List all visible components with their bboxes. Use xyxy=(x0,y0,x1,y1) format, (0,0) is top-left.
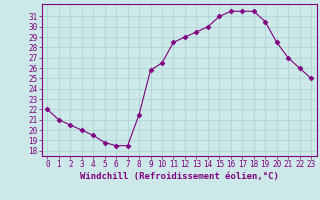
X-axis label: Windchill (Refroidissement éolien,°C): Windchill (Refroidissement éolien,°C) xyxy=(80,172,279,181)
